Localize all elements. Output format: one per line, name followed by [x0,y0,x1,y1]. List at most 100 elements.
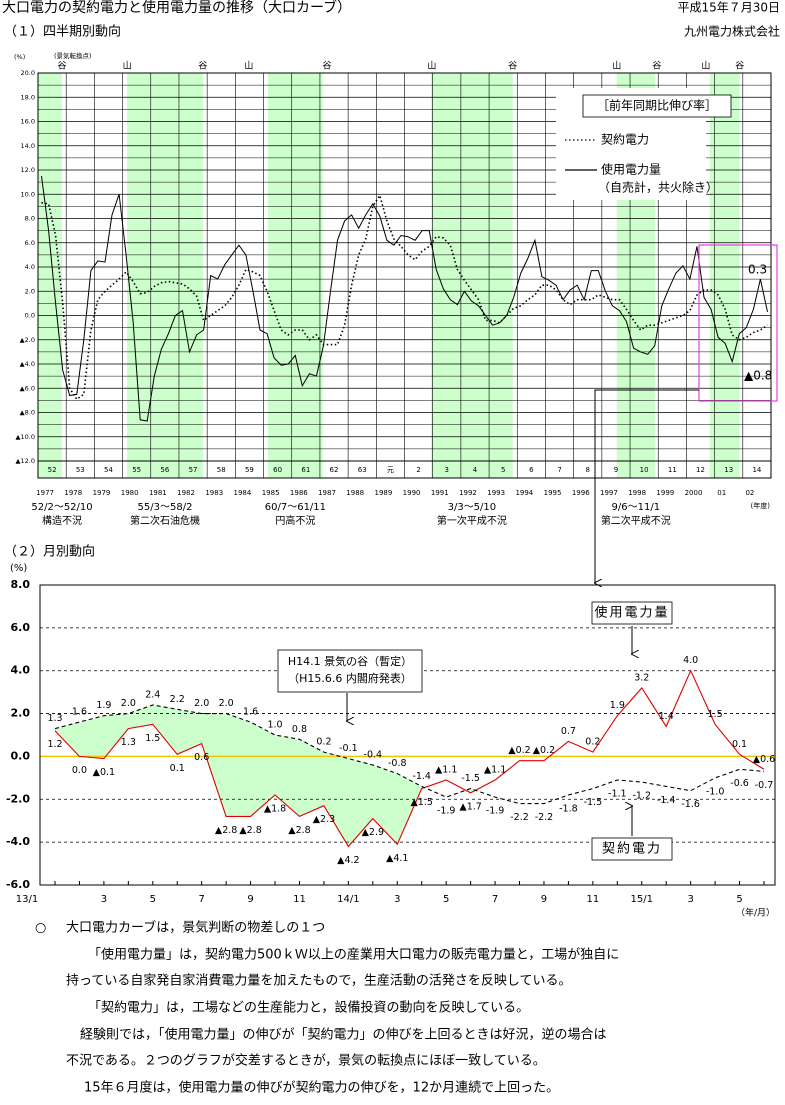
note-heading: 大口電力カーブは，景気判断の物差しの１つ [66,920,325,936]
fiscal-year-label: 53 [76,466,85,474]
value-label: 0.2 [585,737,600,748]
year-label: 1983 [205,489,223,497]
value-label: 0.1 [170,763,185,774]
series-name-box [591,601,673,625]
legend-label: 使用電力量 [601,162,661,177]
y-tick-label: 8.0 [11,578,31,591]
value-label: -1.5 [461,773,480,784]
series-name: 契約電力 [602,842,662,857]
y-tick-label: 0.0 [11,749,31,762]
value-label: 0.2 [316,737,331,748]
date: 平成15年７月30日 [677,1,780,15]
note-line: 「契約電力」は，工場などの生産能力と，設備投資の動向を反映している。 [88,1000,529,1016]
value-label: 2.4 [145,690,160,701]
fiscal-year-label: 57 [189,466,198,474]
recession-period: 55/3～58/2 [138,502,193,513]
x-tick-label: 9 [541,894,547,905]
recession-period: 60/7～61/11 [265,502,326,513]
value-label: 2.0 [194,698,209,709]
gap-fill [177,709,202,755]
year-label: 1992 [459,489,477,497]
monthly-chart: 8.0 6.0 4.0 2.0 0.0 -2.0 -4.0 -6.0 (%) 13/1 3 5 7 9 11… [6,563,776,919]
note-line: 15年６月度は，使用電力量の伸びが契約電力の伸びを，12か月連続で上回った。 [84,1080,559,1096]
value-label: ▲2.8 [215,825,237,836]
turning-point: 山 [244,61,253,72]
gap-fill [152,705,178,755]
x-tick-label: 5 [736,894,742,905]
value-label: ▲1.8 [264,804,286,815]
turning-point: 谷 [322,61,331,72]
value-label: -1.9 [437,806,456,817]
legend-note: （自売計，共火除き） [598,180,718,195]
note-line: 「使用電力量」は，契約電力500ｋＷ以上の産業用大口電力の販売電力量と，工場が独… [88,947,619,963]
year-label: 2000 [685,489,703,497]
value-label: 1.5 [708,709,723,720]
value-label: -1.2 [632,791,651,802]
fiscal-year-label: 13 [724,466,733,474]
fiscal-year-label: 4 [473,466,478,474]
recession-name: 第二次平成不況 [601,514,671,527]
series-line [41,176,768,422]
year-label: 1988 [346,489,364,497]
value-label: 0.0 [72,765,87,776]
year-label: 02 [745,489,754,497]
highlight-box [698,244,778,402]
value-label: -1.4 [412,771,431,782]
fiscal-year-label: 6 [529,466,534,474]
value-label: 2.0 [219,698,234,709]
value-label: ▲1.1 [484,765,506,776]
gap-fill [201,713,227,817]
value-label: ▲1.1 [435,765,457,776]
fiscal-year-label: 58 [217,466,226,474]
fiscal-year-label: 54 [104,466,113,474]
y-tick-label: -2.0 [6,792,30,805]
year-label: 1994 [515,489,533,497]
series-line [41,193,768,401]
y-tick-label: 2.0 [25,287,35,295]
value-label: 1.9 [610,700,625,711]
series-line [54,704,765,805]
fiscal-year-label: 60 [273,466,282,474]
bullet: ○ [35,921,46,936]
fiscal-year-label: 52 [48,466,57,474]
series-line [54,669,765,848]
year-label: 1979 [93,489,111,497]
connector-arrow [595,389,699,583]
value-label: 1.4 [659,711,674,722]
y-tick-label: 6.0 [11,621,31,634]
value-label: 1.3 [121,737,136,748]
value-label: -0.6 [730,778,749,789]
year-label: 1998 [628,489,646,497]
value-label: 1.0 [267,720,282,731]
value-label: ▲1.7 [459,801,481,812]
title: 大口電力の契約電力と使用電力量の推移（大口カーブ） [2,0,351,16]
year-label: 1993 [487,489,505,497]
y-tick-label: 14.0 [21,142,35,150]
y-tick-label: 18.0 [21,93,35,101]
gap-fill [348,758,373,847]
value-label: 0.8 [292,724,307,735]
y-tick-label: -6.0 [6,878,30,891]
gap-fill [128,705,153,729]
fiscal-year-label: 12 [696,466,705,474]
fiscal-year-label: 8 [586,466,590,474]
year-label: 1989 [374,489,392,497]
value-label: -1.8 [559,804,578,815]
fiscal-year-label: 3 [445,466,449,474]
value-label: ▲4.2 [337,855,359,866]
year-label: 1987 [318,489,336,497]
fiscal-year-label: 59 [245,466,254,474]
year-label: 1977 [36,489,54,497]
turning-point-heading: (景気転換点) [54,51,92,60]
value-label: ▲2.8 [239,825,261,836]
x-unit: （年/月） [736,907,775,919]
year-label: 1991 [431,489,449,497]
value-label: ▲0.1 [93,767,115,778]
year-label: 1982 [177,489,195,497]
year-label: 1986 [290,489,308,497]
recession-period: 3/3～5/10 [448,502,497,513]
y-tick-label: ▲8.0 [20,409,35,417]
recession-band [38,73,62,478]
x-unit: (年度) [751,501,771,510]
value-label: ▲1.5 [411,797,433,808]
